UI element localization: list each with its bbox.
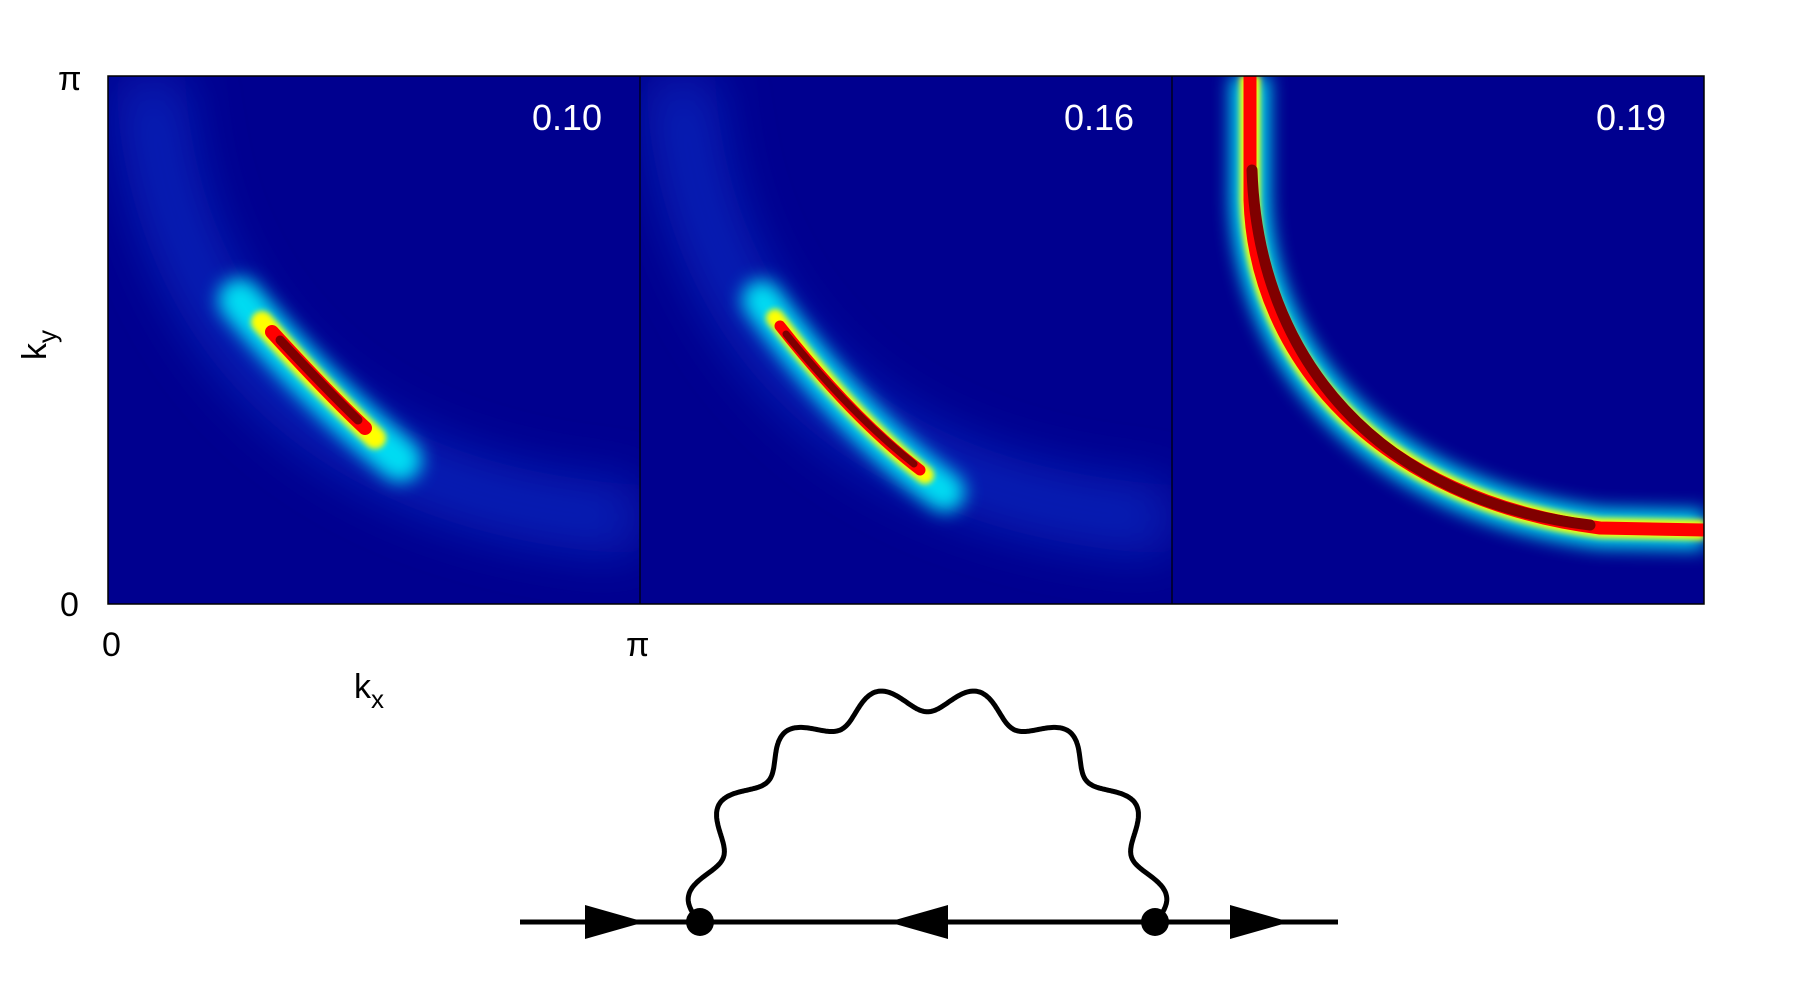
panel-3-label: 0.19 [1596,97,1667,138]
panel-1-heatmap [108,76,640,604]
panel-2-label: 0.16 [1064,97,1135,138]
panel-1-label: 0.10 [532,97,603,138]
arrow-right-icon [1230,905,1290,939]
vertex-left-icon [686,908,714,936]
panel-3-heatmap [1172,76,1704,604]
panel-2-heatmap [640,76,1172,604]
boson-wavy-line [685,688,1170,924]
arrow-right-icon [585,905,645,939]
arrow-left-icon [888,905,948,939]
x-axis-label-sub: x [371,684,384,714]
y-tick-top: π [58,60,82,98]
y-tick-bottom: 0 [60,586,79,624]
x-tick-left: 0 [102,626,121,664]
vertex-right-icon [1141,908,1169,936]
x-axis-label-main: k [354,668,371,706]
x-tick-right: π [626,626,650,664]
x-axis-label: kx [354,668,384,712]
